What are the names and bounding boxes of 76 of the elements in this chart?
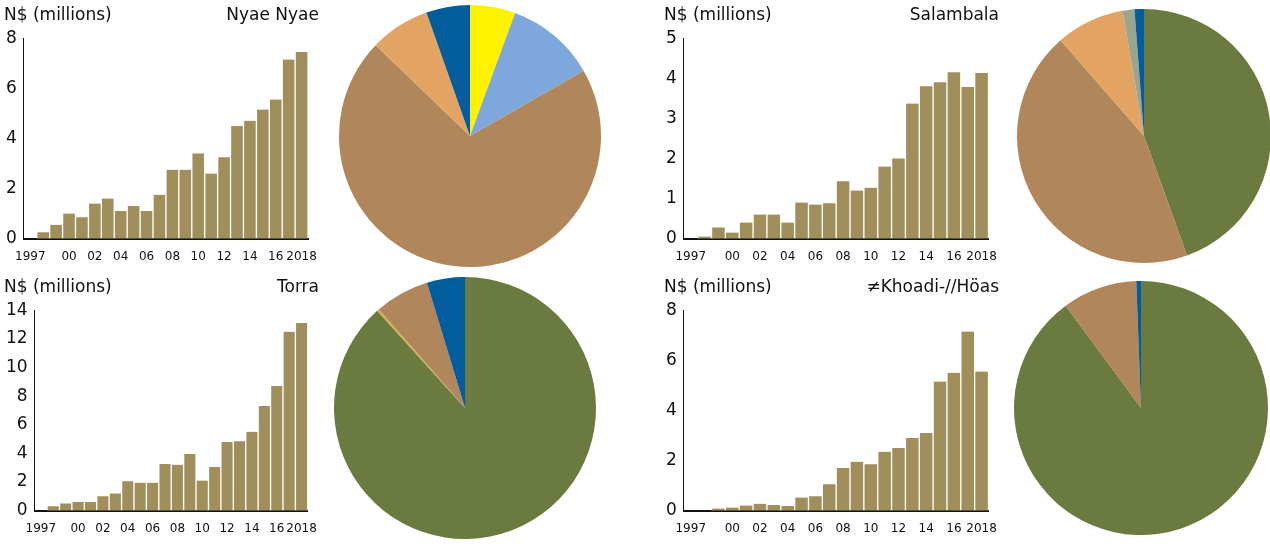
x-tick-label: 2018: [286, 248, 317, 263]
y-tick-label: 4: [665, 398, 677, 419]
x-tick-label: 10: [863, 248, 879, 263]
x-tick-label: 12: [216, 248, 232, 263]
y-tick-label: 0: [665, 499, 677, 520]
x-tick-label: 12: [890, 520, 907, 535]
chart-title: Nyae Nyae: [226, 4, 319, 24]
y-tick-label: 5: [665, 26, 677, 47]
y-tick-label: 6: [665, 348, 677, 369]
chart-title: Torra: [277, 276, 319, 296]
y-tick-label: 14: [5, 298, 28, 319]
x-tick-label: 14: [244, 520, 260, 535]
x-tick-label: 02: [87, 248, 103, 263]
x-tick-label: 02: [752, 248, 768, 263]
y-axis-title: N$ (millions): [664, 4, 772, 24]
x-tick-label: 1997: [25, 520, 57, 535]
x-tick-label: 06: [807, 248, 824, 263]
y-tick-label: 10: [5, 355, 28, 376]
y-tick-label: 8: [665, 298, 677, 319]
x-tick-label: 02: [752, 520, 768, 535]
x-tick-label: 10: [190, 248, 206, 263]
y-tick-label: 4: [16, 441, 28, 462]
x-tick-label: 2018: [966, 248, 997, 263]
y-tick-label: 2: [665, 146, 677, 167]
x-tick-label: 14: [918, 248, 934, 263]
y-tick-label: 2: [16, 470, 28, 491]
x-tick-label: 08: [169, 520, 186, 535]
x-tick-label: 00: [724, 248, 740, 263]
y-tick-label: 6: [5, 76, 17, 97]
y-tick-label: 3: [665, 106, 677, 127]
y-tick-label: 0: [5, 227, 17, 248]
x-tick-label: 04: [780, 248, 796, 263]
x-tick-label: 00: [724, 520, 740, 535]
x-tick-label: 12: [890, 248, 907, 263]
y-tick-label: 12: [5, 327, 28, 348]
x-tick-label: 1997: [15, 248, 46, 263]
x-tick-label: 1997: [675, 248, 707, 263]
x-tick-label: 08: [835, 248, 851, 263]
x-tick-label: 08: [835, 520, 851, 535]
x-tick-label: 06: [807, 520, 824, 535]
y-tick-label: 6: [16, 413, 28, 434]
x-tick-label: 00: [61, 248, 77, 263]
x-tick-label: 10: [194, 520, 210, 535]
y-tick-label: 0: [665, 227, 677, 248]
x-tick-label: 06: [138, 248, 155, 263]
x-tick-label: 10: [863, 520, 879, 535]
x-tick-label: 04: [113, 248, 129, 263]
x-tick-label: 14: [918, 520, 934, 535]
chart-title: ≠Khoadi-//Höas: [866, 276, 999, 296]
x-tick-label: 2018: [966, 520, 997, 535]
x-tick-label: 16: [269, 520, 285, 535]
x-tick-label: 16: [946, 248, 962, 263]
y-tick-label: 2: [5, 176, 17, 197]
x-tick-label: 12: [219, 520, 235, 535]
y-axis-title: N$ (millions): [4, 276, 112, 296]
x-tick-label: 08: [164, 248, 181, 263]
y-tick-label: 2: [665, 448, 677, 469]
x-tick-label: 04: [780, 520, 796, 535]
y-axis-title: N$ (millions): [4, 4, 112, 24]
x-tick-label: 02: [95, 520, 111, 535]
x-tick-label: 16: [946, 520, 962, 535]
y-tick-label: 0: [16, 499, 28, 520]
x-tick-label: 00: [70, 520, 86, 535]
chart-title: Salambala: [909, 4, 999, 24]
y-tick-label: 4: [665, 66, 677, 87]
x-tick-label: 04: [120, 520, 136, 535]
x-tick-label: 1997: [675, 520, 707, 535]
y-axis-title: N$ (millions): [664, 276, 772, 296]
x-tick-label: 14: [242, 248, 258, 263]
y-tick-label: 4: [5, 126, 17, 147]
y-tick-label: 8: [16, 384, 28, 405]
x-tick-label: 2018: [286, 520, 317, 535]
x-tick-label: 06: [144, 520, 161, 535]
y-tick-label: 8: [5, 26, 17, 47]
x-tick-label: 16: [268, 248, 284, 263]
y-tick-label: 1: [665, 186, 677, 207]
